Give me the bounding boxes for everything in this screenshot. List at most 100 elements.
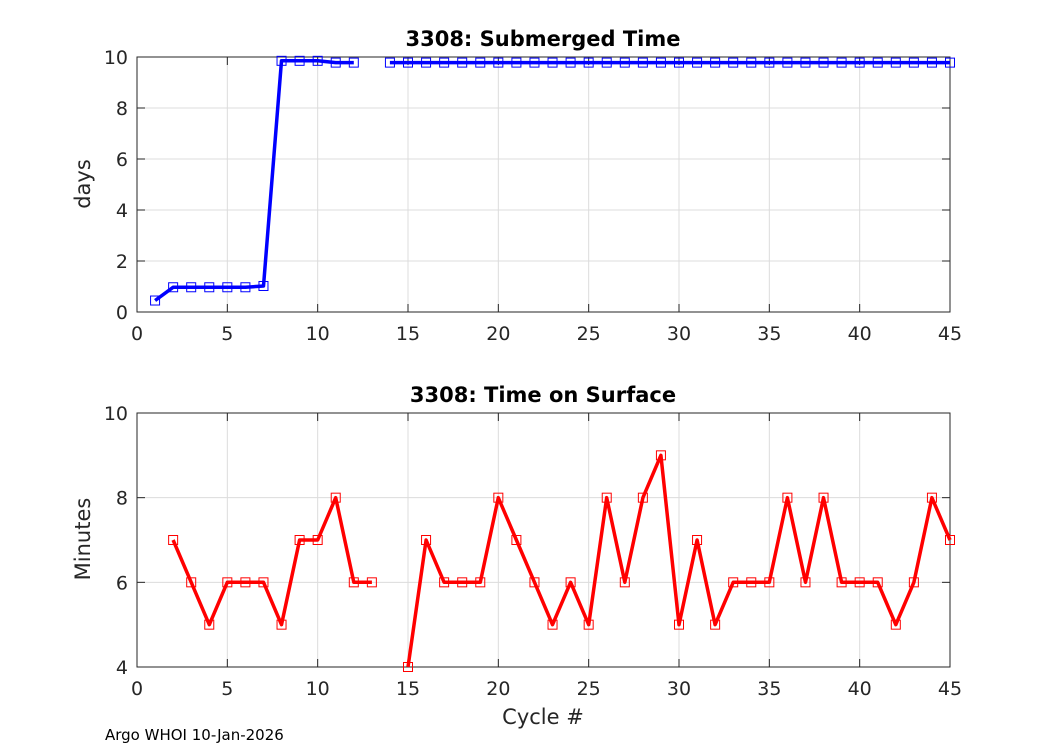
- data-point: [890, 57, 901, 68]
- data-point: [547, 619, 558, 630]
- data-point: [475, 577, 486, 588]
- submerged-time-chart: 3308: Submerged Time days 0 5 10 15 20 25 30 35…: [71, 27, 962, 345]
- footer-credit: Argo WHOI 10-Jan-2026: [105, 726, 284, 744]
- data-point: [312, 55, 323, 66]
- data-point: [294, 535, 305, 545]
- data-point: [168, 282, 179, 293]
- series-line: [154, 59, 354, 302]
- plot-area: [137, 57, 950, 312]
- data-point: [240, 577, 251, 588]
- data-point: [836, 577, 847, 588]
- data-point: [258, 280, 269, 291]
- data-point: [168, 535, 179, 545]
- x-tick-label: 35: [757, 323, 781, 345]
- data-point: [746, 577, 757, 588]
- data-point: [475, 57, 486, 68]
- data-point: [150, 295, 161, 306]
- data-point: [240, 282, 251, 293]
- data-point: [583, 57, 594, 68]
- data-point: [312, 535, 323, 545]
- data-point: [547, 57, 558, 68]
- data-point: [186, 577, 197, 588]
- data-point: [204, 619, 215, 630]
- x-tick-label: 0: [131, 678, 143, 700]
- data-point: [854, 57, 865, 68]
- y-tick-label: 4: [116, 200, 128, 222]
- series-line: [406, 453, 952, 668]
- y-tick-label: 10: [104, 47, 128, 69]
- data-point: [836, 57, 847, 68]
- data-point: [204, 282, 215, 293]
- y-tick-label: 8: [116, 98, 128, 120]
- data-point: [728, 57, 739, 68]
- x-tick-label: 10: [306, 323, 330, 345]
- data-point: [294, 55, 305, 66]
- data-point: [439, 577, 450, 588]
- data-point: [601, 492, 612, 503]
- x-tick-label: 15: [396, 678, 420, 700]
- data-point: [926, 492, 937, 503]
- x-tick-label: 25: [577, 323, 601, 345]
- data-point: [782, 492, 793, 503]
- data-point: [222, 577, 233, 588]
- data-point: [818, 57, 829, 68]
- data-point: [403, 57, 413, 68]
- data-point: [619, 577, 630, 588]
- y-tick-label: 2: [116, 251, 128, 273]
- data-point: [890, 619, 901, 630]
- data-point: [276, 55, 287, 66]
- data-point: [655, 450, 666, 461]
- data-point: [186, 282, 197, 293]
- data-point: [511, 57, 522, 68]
- data-point: [872, 57, 883, 68]
- data-point: [800, 57, 811, 68]
- data-point: [619, 57, 630, 68]
- data-point: [800, 577, 811, 588]
- data-point: [565, 57, 576, 68]
- x-tick-label: 20: [486, 678, 510, 700]
- data-point: [728, 577, 739, 588]
- data-point: [674, 57, 684, 68]
- data-point: [945, 57, 955, 68]
- data-point: [565, 577, 576, 588]
- data-point: [330, 492, 341, 503]
- chart-title: 3308: Time on Surface: [410, 383, 676, 407]
- x-tick-label: 35: [757, 678, 781, 700]
- data-point: [493, 57, 504, 68]
- data-point: [692, 535, 703, 545]
- data-point: [601, 57, 612, 68]
- y-axis-label: Minutes: [71, 498, 95, 581]
- data-point: [421, 535, 432, 545]
- data-point: [457, 577, 468, 588]
- data-point: [710, 619, 721, 630]
- data-point: [384, 57, 395, 68]
- y-tick-label: 6: [116, 572, 128, 594]
- data-point: [276, 619, 287, 630]
- x-tick-label: 5: [221, 678, 233, 700]
- series-line: [171, 495, 372, 627]
- data-point: [692, 57, 703, 68]
- data-point: [222, 282, 233, 293]
- data-point: [330, 57, 341, 68]
- data-point: [637, 492, 648, 503]
- x-tick-label: 0: [131, 323, 143, 345]
- chart-title: 3308: Submerged Time: [405, 27, 680, 51]
- x-tick-label: 30: [667, 678, 691, 700]
- data-point: [457, 57, 468, 68]
- data-point: [258, 577, 269, 588]
- data-point: [493, 492, 504, 503]
- data-point: [854, 577, 865, 588]
- data-point: [583, 619, 594, 630]
- data-point: [674, 619, 684, 630]
- data-point: [421, 57, 432, 68]
- x-tick-label: 30: [667, 323, 691, 345]
- data-point: [439, 57, 450, 68]
- y-axis-label: days: [71, 159, 95, 209]
- time-on-surface-chart: 3308: Time on Surface Minutes Cycle # 0 5…: [71, 383, 962, 729]
- data-point: [710, 57, 721, 68]
- x-tick-label: 10: [306, 678, 330, 700]
- data-point: [366, 577, 377, 588]
- plot-frame: [136, 56, 951, 313]
- data-point: [764, 577, 775, 588]
